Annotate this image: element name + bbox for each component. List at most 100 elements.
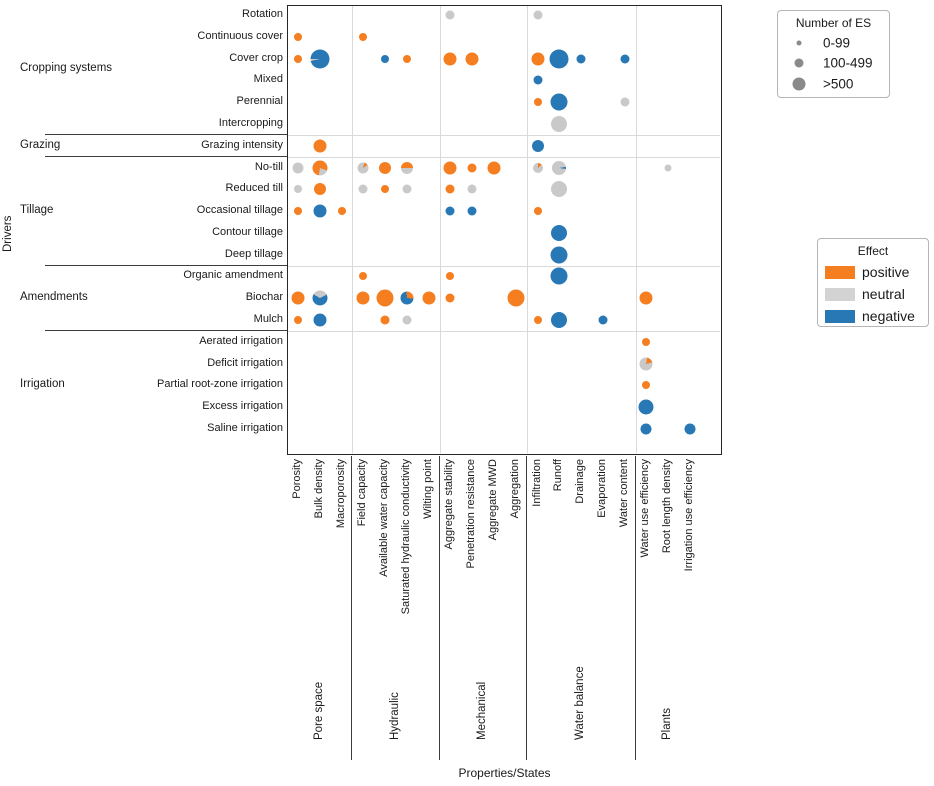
large-circle-icon bbox=[792, 77, 806, 91]
y-tick-label: Intercropping bbox=[218, 116, 283, 129]
bubble bbox=[358, 184, 368, 194]
row-group-label: Amendments bbox=[20, 291, 88, 304]
column-group-separator bbox=[352, 6, 354, 453]
bubble bbox=[313, 183, 326, 196]
bubble bbox=[533, 98, 542, 107]
bubble bbox=[294, 185, 302, 194]
y-tick-label: Reduced till bbox=[225, 182, 283, 195]
y-tick-label: Organic amendment bbox=[183, 269, 283, 282]
bubble bbox=[552, 160, 567, 175]
bubble bbox=[620, 54, 630, 64]
bubble bbox=[551, 181, 568, 198]
bubble bbox=[400, 161, 413, 174]
y-tick-label: Deep tillage bbox=[224, 247, 283, 260]
bubble bbox=[294, 316, 302, 325]
bubble bbox=[294, 54, 302, 63]
y-tick-label: Perennial bbox=[236, 95, 283, 108]
row-group-label: Irrigation bbox=[20, 378, 65, 391]
y-tick-label: Occasional tillage bbox=[196, 204, 283, 217]
x-tick-label: Runoff bbox=[552, 459, 565, 492]
column-group-separator-extension bbox=[634, 456, 636, 760]
effect-legend-title: Effect bbox=[857, 244, 889, 258]
bubble bbox=[638, 399, 654, 415]
bubble bbox=[576, 54, 586, 64]
column-group-label: Mechanical bbox=[476, 681, 489, 740]
y-tick-label: Mulch bbox=[253, 313, 283, 326]
size-legend-label: >500 bbox=[823, 76, 854, 92]
bubble bbox=[313, 204, 327, 218]
medium-circle-icon bbox=[794, 58, 804, 68]
bubble bbox=[422, 291, 436, 305]
size-legend-item: >500 bbox=[778, 75, 889, 93]
bubble bbox=[532, 162, 543, 173]
y-tick-label: Continuous cover bbox=[197, 29, 283, 42]
bubble bbox=[313, 139, 327, 153]
bubble bbox=[533, 207, 542, 216]
row-group-separator-extension bbox=[45, 264, 287, 266]
row-group-separator bbox=[288, 156, 720, 158]
effect-legend: Effect positive neutral negative bbox=[817, 238, 929, 327]
bubble bbox=[312, 160, 328, 176]
plot-area bbox=[287, 5, 722, 455]
row-group-separator bbox=[288, 330, 720, 332]
y-tick-label: Cover crop bbox=[229, 51, 283, 64]
bubble bbox=[312, 290, 328, 306]
x-tick-label: Macroporosity bbox=[334, 459, 347, 529]
bubble bbox=[310, 49, 330, 69]
bubble bbox=[550, 267, 568, 285]
effect-legend-label: negative bbox=[862, 308, 915, 324]
bubble bbox=[381, 54, 390, 63]
bubble bbox=[487, 161, 501, 175]
bubble bbox=[465, 52, 479, 66]
column-group-separator-extension bbox=[351, 456, 353, 760]
bubble bbox=[443, 52, 457, 66]
bubble bbox=[356, 291, 370, 305]
bubble bbox=[446, 272, 455, 281]
y-axis-title: Drivers bbox=[2, 215, 14, 252]
size-legend-label: 100-499 bbox=[823, 55, 873, 71]
row-group-label: Cropping systems bbox=[20, 62, 113, 75]
y-tick-label: Biochar bbox=[245, 291, 283, 304]
bubble bbox=[642, 337, 651, 346]
x-tick-label: Drainage bbox=[574, 459, 587, 504]
x-tick-label: Aggregation bbox=[508, 459, 521, 519]
column-group-separator bbox=[439, 6, 441, 453]
y-tick-label: Mixed bbox=[253, 73, 283, 86]
effect-legend-label: positive bbox=[862, 264, 910, 280]
size-legend-item: 100-499 bbox=[778, 54, 889, 72]
bubble bbox=[550, 246, 568, 264]
bubble bbox=[684, 423, 696, 435]
x-tick-label: Water use efficiency bbox=[639, 459, 652, 558]
column-group-separator-extension bbox=[438, 456, 440, 760]
x-tick-label: Infiltration bbox=[530, 459, 543, 507]
bubble bbox=[294, 207, 302, 216]
bubble bbox=[664, 164, 672, 172]
bubble bbox=[402, 315, 412, 325]
y-tick-label: Aerated irrigation bbox=[199, 334, 283, 347]
bubble bbox=[598, 315, 608, 325]
y-tick-label: Excess irrigation bbox=[202, 400, 283, 413]
bubble bbox=[402, 184, 412, 194]
y-tick-label: Rotation bbox=[242, 8, 283, 20]
bubble bbox=[640, 423, 652, 435]
row-group-separator-extension bbox=[45, 155, 287, 157]
row-group-separator-extension bbox=[45, 133, 287, 135]
column-group-label: Plants bbox=[661, 708, 674, 740]
column-group-label: Pore space bbox=[312, 681, 325, 740]
bubble bbox=[357, 162, 369, 174]
bubble bbox=[639, 291, 653, 305]
x-tick-label: Evaporation bbox=[595, 459, 608, 518]
y-tick-label: No-till bbox=[254, 160, 283, 173]
x-tick-label: Available water capacity bbox=[378, 459, 391, 577]
bubble bbox=[467, 163, 477, 173]
bubble bbox=[294, 32, 302, 41]
small-circle-icon bbox=[796, 40, 802, 46]
bubble bbox=[380, 315, 390, 325]
size-legend-title: Number of ES bbox=[795, 16, 872, 30]
y-tick-label: Deficit irrigation bbox=[207, 356, 283, 369]
bubble bbox=[467, 206, 477, 216]
bubble bbox=[531, 139, 544, 152]
row-group-label: Grazing bbox=[20, 138, 61, 151]
bubble bbox=[291, 291, 305, 305]
bubble bbox=[445, 206, 455, 216]
